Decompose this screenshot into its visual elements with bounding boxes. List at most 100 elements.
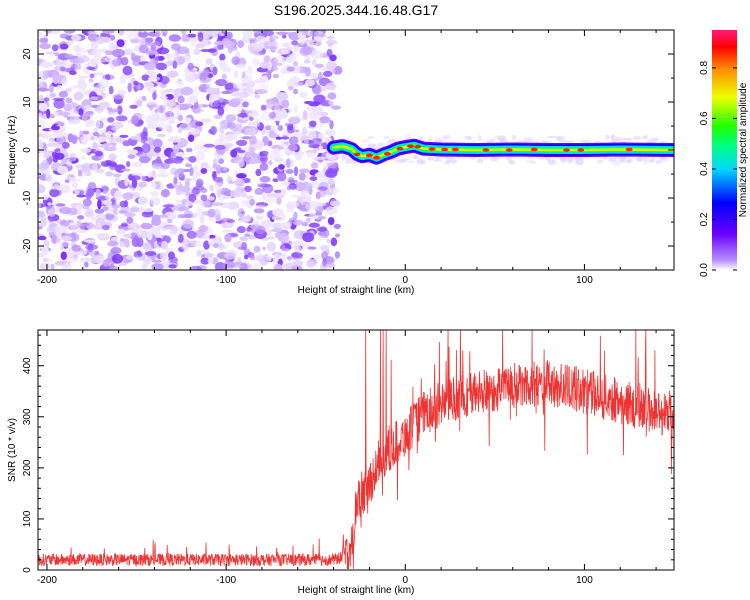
noise-blob <box>188 134 195 142</box>
noise-blob <box>275 136 282 140</box>
noise-blob <box>289 217 297 224</box>
y-axis-label: Frequency (Hz) <box>7 116 18 185</box>
noise-blob <box>141 95 147 101</box>
noise-blob <box>38 31 43 37</box>
halo-blob <box>555 135 563 141</box>
noise-blob <box>309 176 318 182</box>
noise-blob <box>91 48 102 58</box>
noise-blob <box>234 178 245 187</box>
noise-blob <box>187 200 193 205</box>
noise-blob <box>141 262 148 270</box>
noise-blob <box>43 150 51 159</box>
noise-blob <box>250 43 260 48</box>
ridge-hotspot <box>451 147 459 152</box>
noise-blob <box>259 176 271 183</box>
noise-blob <box>39 37 49 44</box>
noise-blob <box>95 105 104 114</box>
noise-blob <box>255 118 261 128</box>
noise-blob <box>132 59 142 67</box>
noise-blob <box>200 257 210 265</box>
noise-blob <box>302 110 308 120</box>
noise-blob <box>54 52 60 57</box>
noise-blob <box>74 63 82 70</box>
halo-blob <box>341 154 347 161</box>
noise-blob <box>122 65 133 76</box>
noise-blob <box>120 168 131 172</box>
noise-blob <box>247 121 258 127</box>
noise-blob <box>86 110 95 115</box>
noise-blob <box>90 40 99 50</box>
noise-blob <box>71 244 82 252</box>
noise-blob <box>45 51 57 55</box>
ridge-hotspot <box>441 147 449 152</box>
noise-blob <box>76 194 86 198</box>
y-tick-label: -10 <box>22 190 33 205</box>
noise-blob <box>118 210 127 214</box>
noise-blob <box>148 71 156 78</box>
noise-blob <box>163 211 177 221</box>
colorbar-gradient <box>712 30 737 270</box>
colorbar-tick-label: 0.0 <box>699 263 710 277</box>
noise-blob <box>311 84 322 95</box>
noise-blob <box>226 31 233 40</box>
noise-blob <box>140 54 146 63</box>
halo-blob <box>540 140 547 143</box>
noise-blob <box>56 61 69 70</box>
noise-blob <box>147 231 153 241</box>
noise-blob <box>196 178 204 187</box>
noise-blob <box>223 261 236 269</box>
ridge-hotspot <box>383 152 391 156</box>
halo-blob <box>597 159 604 164</box>
noise-blob <box>85 244 98 251</box>
noise-blob <box>152 91 157 101</box>
noise-blob <box>57 165 69 175</box>
noise-blob <box>281 109 288 117</box>
noise-blob <box>51 234 57 245</box>
noise-blob <box>327 178 335 186</box>
noise-blob <box>271 65 278 72</box>
noise-blob <box>286 66 295 72</box>
noise-blob <box>244 185 252 193</box>
noise-blob <box>234 130 242 136</box>
noise-blob <box>168 120 176 124</box>
noise-blob <box>100 117 108 122</box>
noise-blob <box>242 86 254 96</box>
noise-blob <box>176 185 183 192</box>
halo-blob <box>360 139 371 143</box>
noise-blob <box>281 98 290 109</box>
noise-blob <box>248 158 261 165</box>
noise-blob <box>240 199 248 207</box>
noise-blob <box>168 157 178 164</box>
noise-blob <box>92 72 105 76</box>
noise-blob <box>81 113 88 122</box>
noise-blob <box>131 115 139 125</box>
noise-blob <box>177 206 191 212</box>
noise-blob <box>326 48 333 57</box>
halo-blob <box>407 160 415 164</box>
noise-blob <box>90 136 95 141</box>
halo-blob <box>401 158 410 161</box>
noise-blob <box>40 217 47 227</box>
noise-blob <box>293 166 299 177</box>
noise-blob <box>293 88 298 95</box>
noise-blob <box>286 201 300 208</box>
noise-blob <box>249 198 256 206</box>
noise-blob <box>183 213 193 219</box>
noise-blob <box>277 171 287 182</box>
noise-blob <box>79 223 85 231</box>
y-tick-label: 10 <box>22 96 33 108</box>
noise-blob <box>288 144 298 152</box>
noise-blob <box>231 56 240 66</box>
noise-blob <box>311 138 322 146</box>
noise-blob <box>248 146 255 155</box>
noise-blob <box>202 30 214 38</box>
noise-blob <box>269 153 282 161</box>
noise-blob <box>330 237 338 247</box>
noise-blob <box>66 158 72 167</box>
noise-blob <box>329 187 340 194</box>
halo-blob <box>574 158 583 162</box>
noise-blob <box>325 256 334 263</box>
noise-blob <box>286 158 291 169</box>
halo-blob <box>387 138 396 145</box>
